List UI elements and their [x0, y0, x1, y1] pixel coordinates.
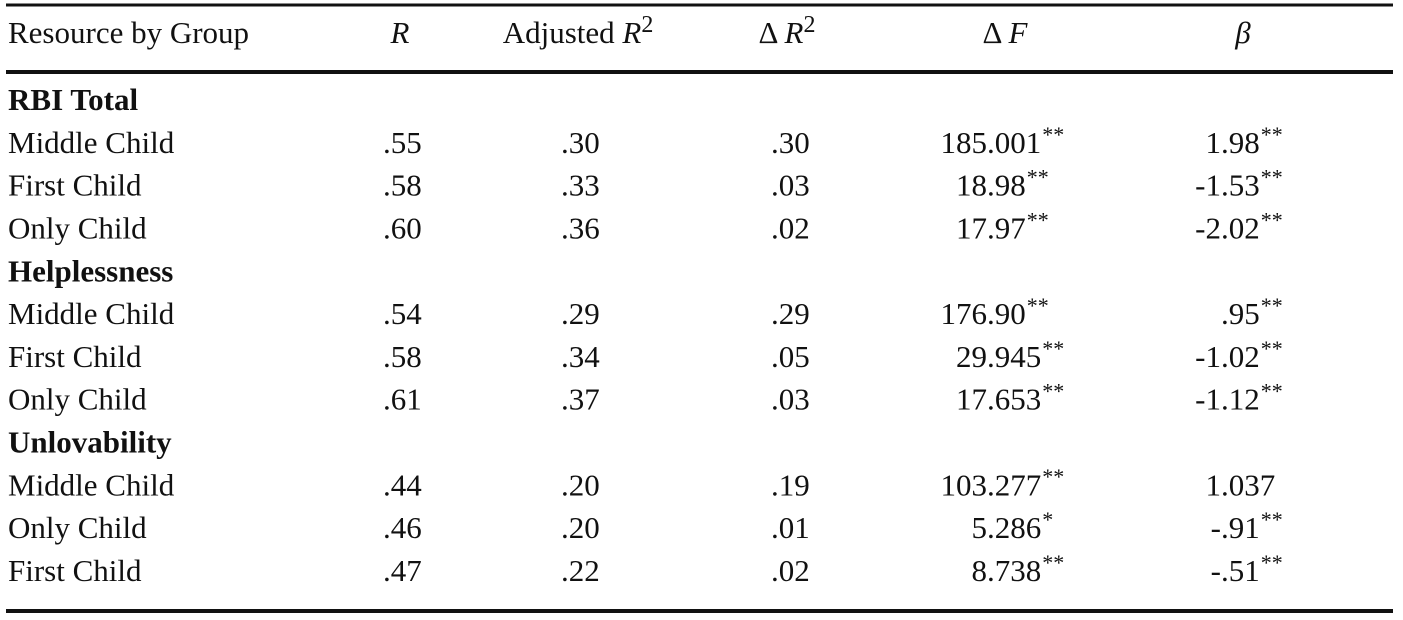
significance: **	[1042, 464, 1064, 489]
header-cell: Δ R2	[759, 12, 816, 51]
cell-value: .44	[383, 467, 422, 502]
significance: **	[1261, 379, 1283, 404]
header-cell: Δ F	[983, 15, 1029, 50]
header-symbol: β	[1234, 15, 1251, 50]
cell-value: .03	[771, 382, 810, 417]
cell-value: 17.653	[956, 382, 1041, 417]
header-text: Δ	[759, 15, 785, 50]
header-cell: β	[1234, 15, 1251, 50]
row-label: Only Child	[8, 510, 147, 545]
row-label: Middle Child	[8, 467, 175, 502]
row-label: First Child	[8, 168, 142, 203]
header-symbol: R	[390, 15, 410, 50]
cell-value: -2.02	[1195, 211, 1260, 246]
cell-value: .95	[1221, 296, 1260, 331]
header-text: Adjusted	[503, 15, 623, 50]
cell-value: -1.02	[1195, 339, 1260, 374]
row-label: Middle Child	[8, 296, 175, 331]
header-text: Resource by Group	[8, 15, 249, 50]
group-title: Helplessness	[8, 253, 173, 288]
cell-value: 8.738	[972, 553, 1042, 588]
significance: **	[1261, 293, 1283, 318]
significance: **	[1261, 507, 1283, 532]
cell-value: .30	[561, 125, 600, 160]
significance: **	[1261, 336, 1283, 361]
cell-value: .34	[561, 339, 600, 374]
significance: **	[1261, 122, 1283, 147]
cell-value: -1.12	[1195, 382, 1260, 417]
header-cell: Resource by Group	[8, 15, 249, 50]
cell-value: .02	[771, 553, 810, 588]
cell-value: 1.037	[1206, 467, 1276, 502]
row-label: Only Child	[8, 211, 147, 246]
cell-value: .01	[771, 510, 810, 545]
cell-value: 29.945	[956, 339, 1041, 374]
significance: **	[1042, 379, 1064, 404]
cell-value: 1.98	[1206, 125, 1260, 160]
header-cell: Adjusted R2	[503, 12, 654, 51]
cell-value: .55	[383, 125, 422, 160]
cell-value: .03	[771, 168, 810, 203]
significance: **	[1027, 165, 1049, 190]
significance: **	[1042, 550, 1064, 575]
cell-value: .33	[561, 168, 600, 203]
cell-value: .58	[383, 168, 422, 203]
cell-value: .30	[771, 125, 810, 160]
cell-value: -.91	[1211, 510, 1260, 545]
cell-value: -.51	[1211, 553, 1260, 588]
cell-value: .36	[561, 211, 600, 246]
header-symbol: F	[1008, 15, 1029, 50]
cell-value: .46	[383, 510, 422, 545]
cell-value: .19	[771, 467, 810, 502]
cell-value: -1.53	[1195, 168, 1260, 203]
row-label: First Child	[8, 553, 142, 588]
significance: **	[1027, 293, 1049, 318]
cell-value: .29	[771, 296, 810, 331]
header-symbol: R	[784, 15, 804, 50]
significance: **	[1027, 207, 1049, 232]
header-cell: R	[390, 15, 410, 50]
cell-value: .47	[383, 553, 422, 588]
cell-value: .37	[561, 382, 600, 417]
cell-value: 5.286	[972, 510, 1042, 545]
group-title: RBI Total	[8, 82, 138, 117]
cell-value: 185.001	[941, 125, 1042, 160]
cell-value: 176.90	[941, 296, 1026, 331]
header-text: Δ	[983, 15, 1009, 50]
cell-value: 18.98	[956, 168, 1026, 203]
significance: **	[1261, 165, 1283, 190]
cell-value: .60	[383, 211, 422, 246]
row-label: First Child	[8, 339, 142, 374]
header-superscript: 2	[803, 12, 815, 38]
cell-value: .02	[771, 211, 810, 246]
group-title: Unlovability	[8, 425, 172, 460]
cell-value: .22	[561, 553, 600, 588]
significance: **	[1042, 336, 1064, 361]
row-label: Middle Child	[8, 125, 175, 160]
cell-value: .61	[383, 382, 422, 417]
cell-value: .58	[383, 339, 422, 374]
significance: **	[1261, 207, 1283, 232]
row-label: Only Child	[8, 382, 147, 417]
cell-value: .20	[561, 467, 600, 502]
header-symbol: R	[621, 15, 641, 50]
significance: **	[1261, 550, 1283, 575]
header-superscript: 2	[641, 12, 653, 38]
cell-value: .54	[383, 296, 422, 331]
significance: **	[1042, 122, 1064, 147]
cell-value: .05	[771, 339, 810, 374]
cell-value: .29	[561, 296, 600, 331]
cell-value: 103.277	[941, 467, 1042, 502]
cell-value: .20	[561, 510, 600, 545]
cell-value: 17.97	[956, 211, 1026, 246]
significance: *	[1042, 507, 1053, 532]
